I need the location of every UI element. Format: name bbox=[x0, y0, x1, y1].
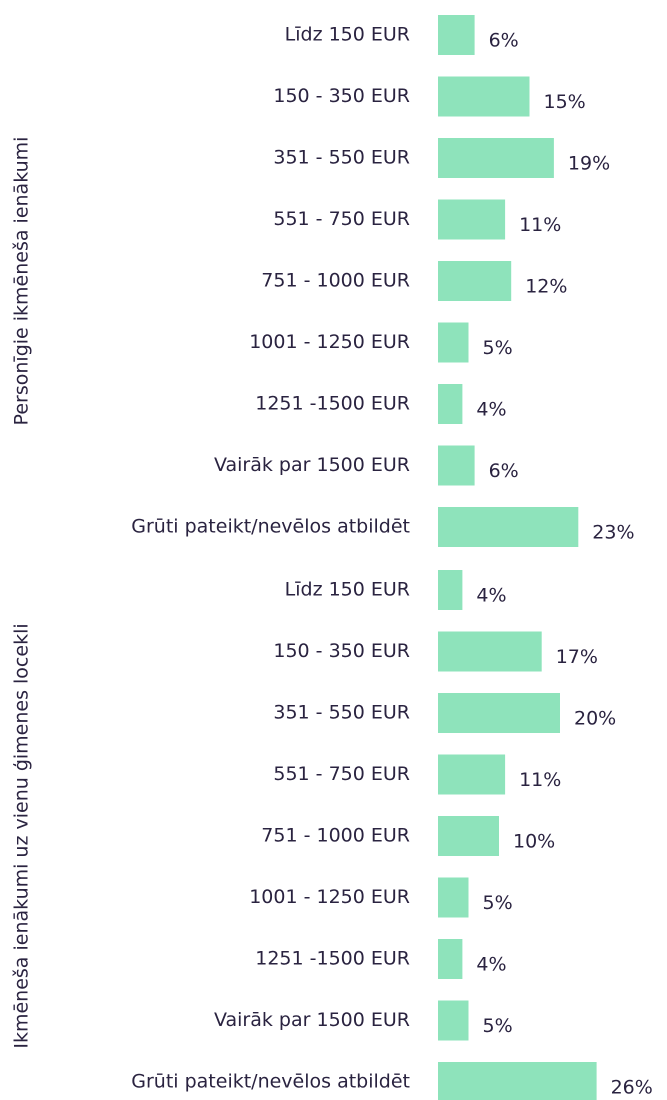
category-label: 1251 -1500 EUR bbox=[255, 948, 410, 970]
value-label: 11% bbox=[519, 214, 561, 236]
bar bbox=[438, 1000, 469, 1041]
bar bbox=[438, 76, 530, 117]
bar bbox=[438, 816, 499, 856]
value-label: 23% bbox=[592, 522, 634, 544]
category-label: 150 - 350 EUR bbox=[273, 640, 410, 662]
category-label: 150 - 350 EUR bbox=[273, 85, 410, 107]
value-label: 17% bbox=[556, 646, 598, 668]
value-label: 20% bbox=[574, 708, 616, 730]
bar bbox=[438, 693, 560, 733]
category-label: 1001 - 1250 EUR bbox=[249, 886, 410, 908]
value-label: 6% bbox=[489, 460, 519, 482]
value-label: 10% bbox=[513, 831, 555, 853]
category-label: 751 - 1000 EUR bbox=[261, 270, 410, 292]
category-label: Vairāk par 1500 EUR bbox=[214, 454, 410, 476]
category-label: Līdz 150 EUR bbox=[285, 579, 410, 601]
value-label: 5% bbox=[483, 337, 513, 359]
category-label: 551 - 750 EUR bbox=[273, 763, 410, 785]
category-label: Grūti pateikt/nevēlos atbildēt bbox=[131, 1071, 410, 1093]
value-label: 11% bbox=[519, 769, 561, 791]
value-label: 15% bbox=[544, 91, 586, 113]
bar bbox=[438, 507, 579, 547]
category-label: Līdz 150 EUR bbox=[285, 24, 410, 46]
value-label: 4% bbox=[476, 954, 506, 976]
category-label: Vairāk par 1500 EUR bbox=[214, 1009, 410, 1031]
bar bbox=[438, 15, 475, 55]
bar bbox=[438, 322, 469, 363]
value-label: 6% bbox=[489, 30, 519, 52]
bar bbox=[438, 570, 463, 610]
bar bbox=[438, 138, 554, 178]
bar bbox=[438, 445, 475, 486]
bar bbox=[438, 877, 469, 918]
value-label: 5% bbox=[483, 1015, 513, 1037]
group-label: Personīgie ikmēneša ienākumi bbox=[11, 137, 33, 426]
value-label: 5% bbox=[483, 892, 513, 914]
category-label: 551 - 750 EUR bbox=[273, 208, 410, 230]
category-label: 751 - 1000 EUR bbox=[261, 825, 410, 847]
bar bbox=[438, 1062, 597, 1100]
value-label: 26% bbox=[611, 1077, 653, 1099]
value-label: 4% bbox=[476, 585, 506, 607]
bar bbox=[438, 199, 506, 240]
bar bbox=[438, 631, 542, 672]
group-label: Ikmēneša ienākumi uz vienu ģimenes locek… bbox=[11, 623, 33, 1048]
bar bbox=[438, 754, 506, 795]
bar bbox=[438, 261, 512, 301]
value-label: 4% bbox=[476, 399, 506, 421]
category-label: 351 - 550 EUR bbox=[273, 147, 410, 169]
value-label: 12% bbox=[525, 276, 567, 298]
category-label: 1251 -1500 EUR bbox=[255, 393, 410, 415]
category-label: 351 - 550 EUR bbox=[273, 702, 410, 724]
bar bbox=[438, 384, 463, 424]
bar bbox=[438, 939, 463, 979]
category-label: 1001 - 1250 EUR bbox=[249, 331, 410, 353]
category-label: Grūti pateikt/nevēlos atbildēt bbox=[131, 516, 410, 538]
value-label: 19% bbox=[568, 153, 610, 175]
